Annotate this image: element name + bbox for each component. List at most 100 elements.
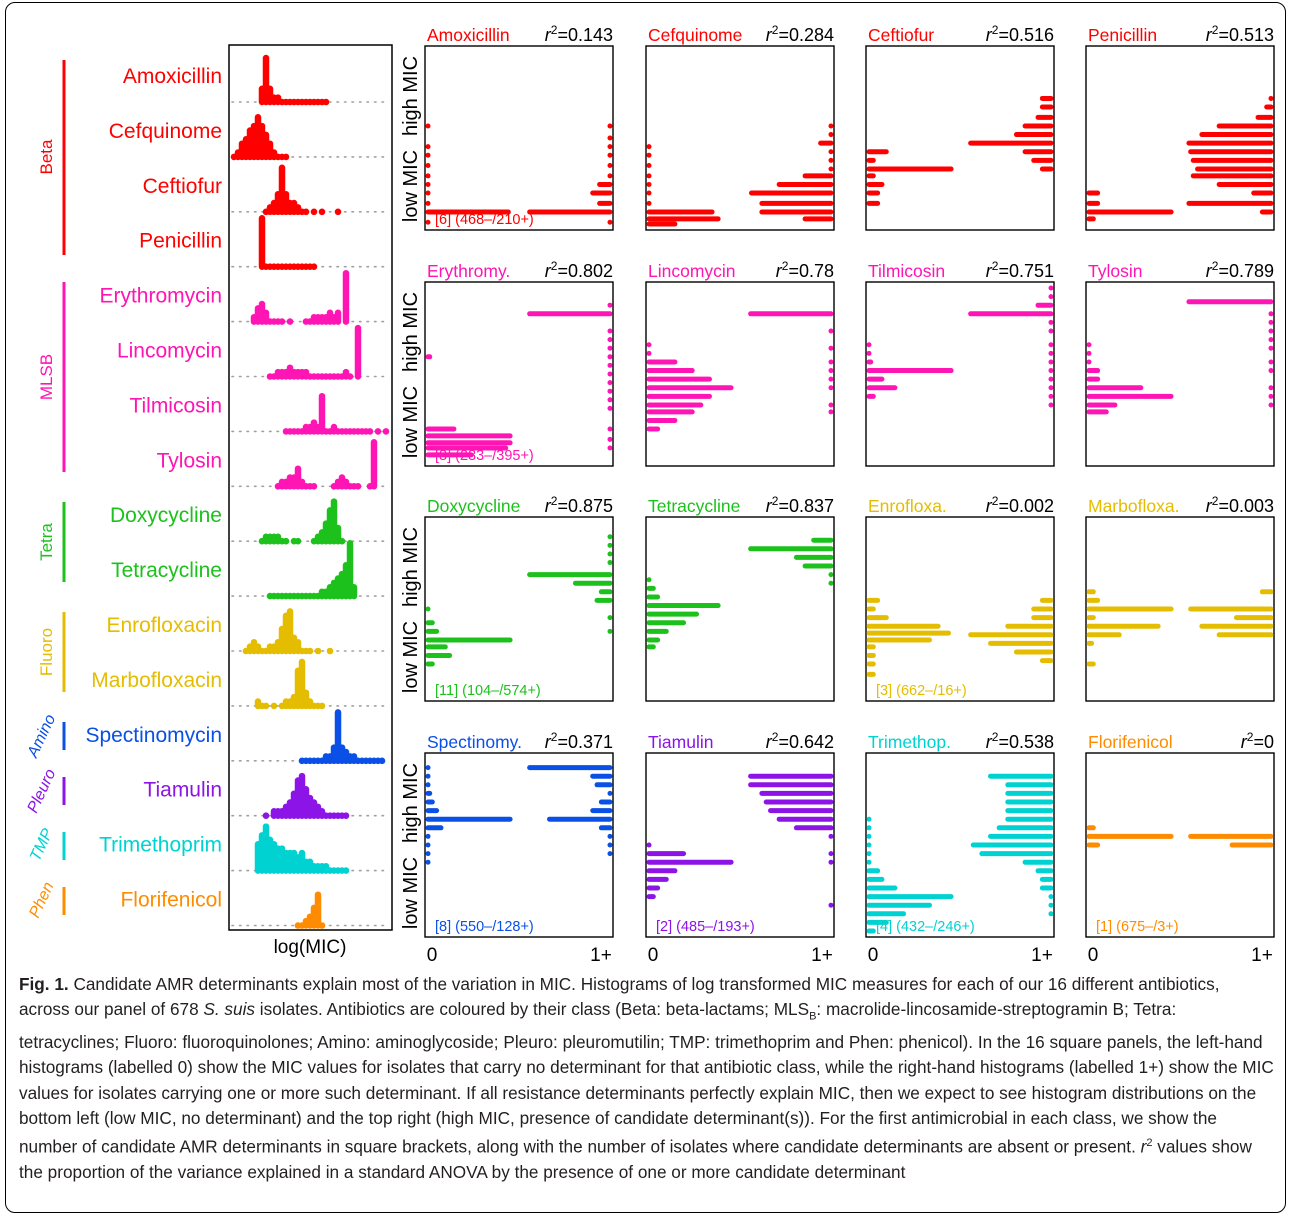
figure-caption: Fig. 1. Candidate AMR determinants expla… (19, 972, 1274, 1186)
panel-note: [3] (662–/16+) (876, 683, 967, 699)
panel-r2: r2=0.642 (766, 730, 834, 752)
histogram-dot (342, 867, 350, 874)
antibiotic-label: Penicillin (139, 230, 222, 253)
antibiotic-label: Enrofloxacin (106, 614, 222, 637)
histogram-dot (262, 702, 270, 710)
y-label-high-mic: high MIC (400, 527, 422, 607)
panel-florifenicol: Florifenicol r2=0 [1] (675–/3+) 0 1+ (1085, 730, 1275, 965)
class-label-amino: Amino (24, 712, 59, 761)
caption-figure-label: Fig. 1. (19, 974, 69, 994)
caption-r-symbol: r (1140, 1136, 1147, 1157)
panel-penicillin: Penicillin r2=0.513 (1085, 23, 1275, 231)
panel-r2: r2=0.002 (986, 494, 1054, 516)
r2-superscript: 2 (992, 494, 999, 508)
x-tick-1plus: 1+ (1031, 945, 1053, 965)
panel-r2: r2=0 (1241, 730, 1274, 752)
panel-note: [8] (550–/128+) (435, 919, 534, 935)
panel-title: Tetracycline (648, 496, 740, 516)
class-label-phen: Phen (26, 879, 57, 920)
histogram-dot (378, 757, 386, 765)
panel-amoxicillin: Amoxicillin r2=0.143 [6] (468–/210+) high M… (400, 23, 614, 231)
antibiotic-label: Tilmicosin (129, 394, 222, 417)
antibiotic-label: Cefquinome (109, 120, 222, 143)
r2-superscript: 2 (772, 730, 779, 744)
histogram-dot (366, 428, 374, 435)
panel-tetracycline: Tetracycline r2=0.837 (645, 494, 835, 702)
antibiotic-label: Tiamulin (143, 779, 222, 802)
x-tick-0: 0 (427, 945, 438, 965)
r2-superscript: 2 (992, 730, 999, 744)
antibiotic-label: Trimethoprim (99, 834, 222, 857)
r2-value: =0.284 (778, 25, 834, 45)
caption-mls-subscript: B (809, 1010, 817, 1023)
x-tick-1plus: 1+ (590, 945, 612, 965)
histogram-dot (310, 263, 318, 271)
r2-symbol: r (986, 261, 993, 281)
histogram-dot (310, 208, 318, 216)
histogram-dot (306, 647, 314, 655)
panel-tiamulin: Tiamulin r2=0.642 [2] (485–/193+) 0 1+ (645, 730, 835, 965)
panel-ceftiofur: Ceftiofur r2=0.516 (865, 23, 1055, 231)
caption-text-3: : macrolide-lincosamide-streptogramin B;… (19, 999, 1274, 1157)
r2-superscript: 2 (551, 494, 558, 508)
histogram-dot (326, 647, 334, 655)
r2-value: =0.003 (1218, 496, 1274, 516)
x-tick-0: 0 (1088, 945, 1099, 965)
class-label-tetra: Tetra (37, 523, 56, 561)
histogram-dot (310, 483, 318, 490)
r2-superscript: 2 (1247, 730, 1254, 744)
y-label-low-mic: low MIC (400, 150, 422, 222)
panel-tylosin: Tylosin r2=0.789 (1085, 259, 1275, 467)
panel-r2: r2=0.143 (545, 23, 613, 45)
histogram-dot (294, 537, 302, 545)
r2-symbol: r (776, 261, 783, 281)
panel-note: [1] (675–/3+) (1096, 919, 1179, 935)
class-label-mlsb: MLSB (37, 354, 56, 400)
caption-species: S. suis (203, 999, 255, 1020)
antibiotic-label: Spectinomycin (85, 724, 222, 747)
figure-graphic: Beta MLSB Tetra Fluoro Amino Pleuro TMP Phen lo… (24, 23, 1275, 965)
y-label-low-mic: low MIC (400, 621, 422, 693)
r2-superscript: 2 (1212, 23, 1219, 37)
antibiotic-label: Florifenicol (120, 889, 222, 912)
r2-superscript: 2 (551, 259, 558, 273)
histogram-column-box (228, 44, 393, 931)
panel-r2: r2=0.538 (986, 730, 1054, 752)
panel-title: Doxycycline (427, 496, 520, 516)
r2-value: =0.642 (778, 732, 834, 752)
antibiotic-label: Amoxicillin (123, 65, 222, 88)
panel-lincomycin: Lincomycin r2=0.78 (645, 259, 835, 467)
panel-note: [11] (104–/574+) (435, 683, 541, 699)
r2-symbol: r (545, 25, 552, 45)
r2-value: =0.802 (557, 261, 613, 281)
r2-superscript: 2 (1212, 494, 1219, 508)
panel-box (1085, 45, 1275, 231)
panel-title: Tylosin (1088, 261, 1142, 281)
panel-r2: r2=0.78 (776, 259, 834, 281)
panel-box (424, 752, 614, 938)
y-label-low-mic: low MIC (400, 386, 422, 458)
panel-r2: r2=0.371 (545, 730, 613, 752)
histogram-dot (374, 428, 382, 435)
histogram-dot (282, 537, 290, 545)
panel-title: Tiamulin (648, 732, 713, 752)
r2-superscript: 2 (992, 23, 999, 37)
panel-r2: r2=0.789 (1206, 259, 1274, 281)
histogram-dot (322, 98, 330, 106)
x-tick-1plus: 1+ (811, 945, 833, 965)
caption-text-1: Candidate AMR determinants explain most … (19, 974, 1220, 1020)
r2-value: =0.837 (778, 496, 834, 516)
r2-superscript: 2 (551, 730, 558, 744)
x-tick-0: 0 (868, 945, 879, 965)
class-label-fluoro: Fluoro (37, 628, 56, 676)
panel-tilmicosin: Tilmicosin r2=0.751 (865, 259, 1055, 467)
antibiotic-label: Ceftiofur (143, 175, 222, 198)
r2-value: =0 (1253, 732, 1274, 752)
y-label-high-mic: high MIC (400, 763, 422, 843)
r2-symbol: r (545, 496, 552, 516)
histogram-dot (262, 812, 270, 819)
x-tick-1plus: 1+ (1251, 945, 1273, 965)
histogram-dot (270, 702, 278, 710)
panel-title: Cefquinome (648, 25, 742, 45)
r2-superscript: 2 (772, 494, 779, 508)
